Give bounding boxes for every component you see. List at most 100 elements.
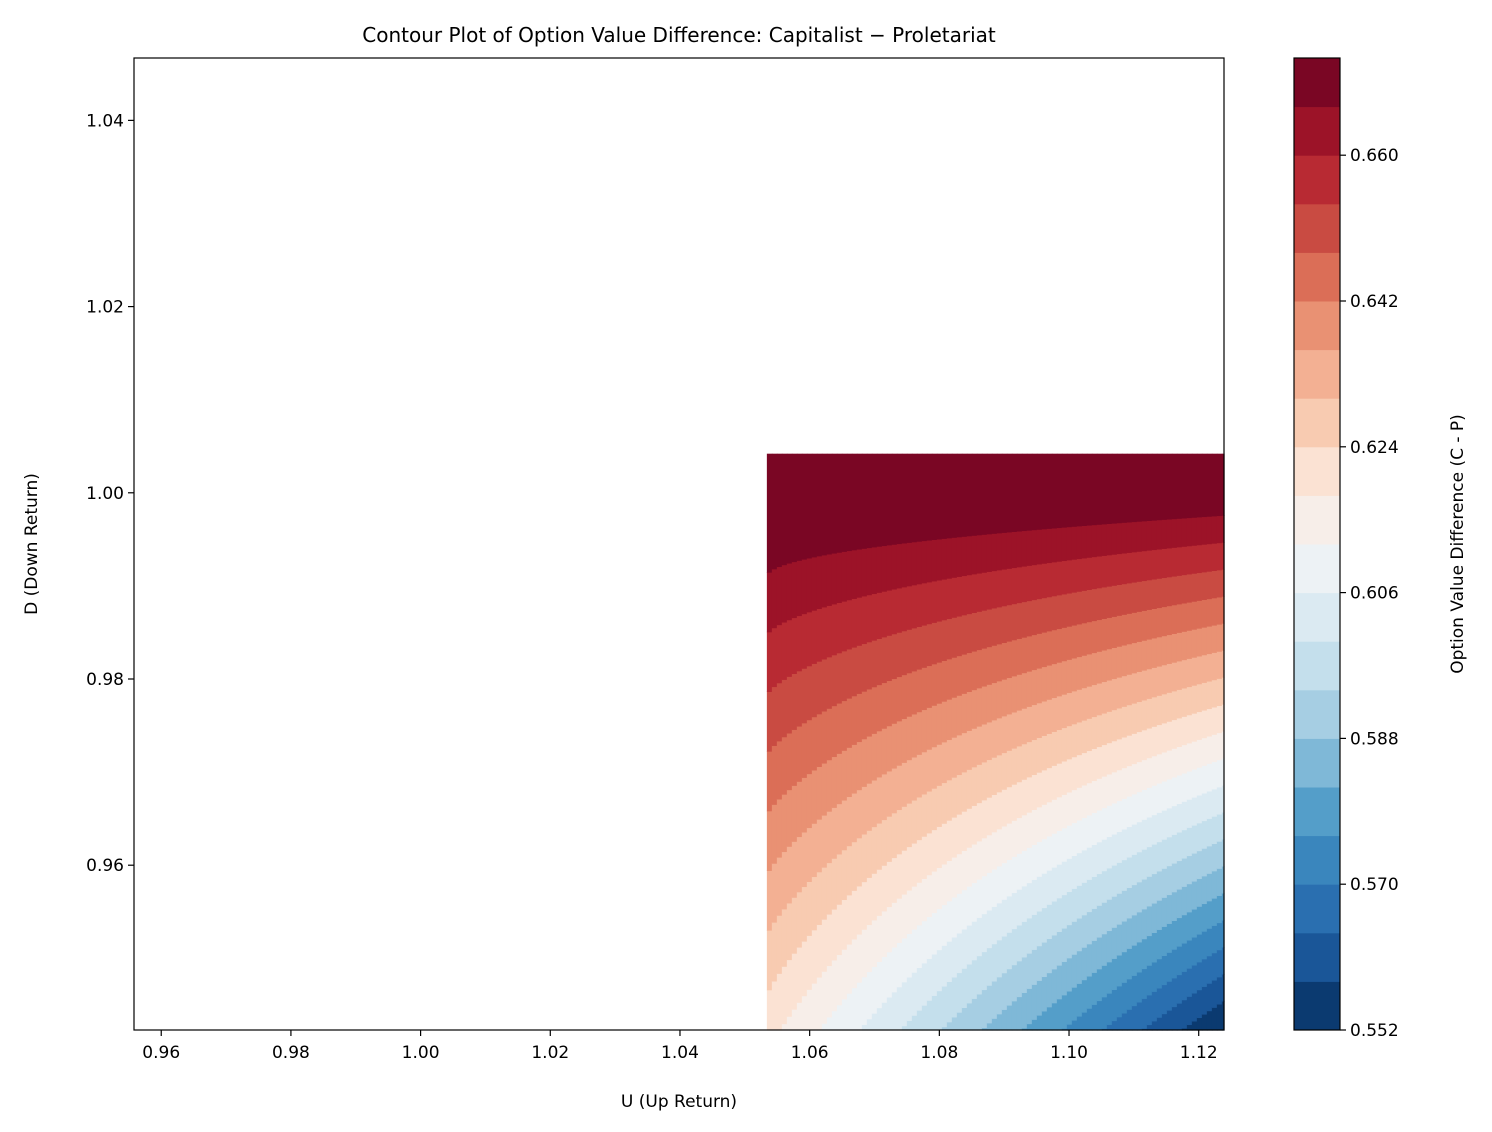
contour-band-17 [1181, 546, 1188, 576]
contour-band-15 [946, 658, 953, 700]
contour-band-4 [1141, 938, 1148, 970]
contour-band-6 [976, 993, 983, 1031]
contour-band-7 [1181, 829, 1188, 859]
contour-band-11 [981, 799, 988, 839]
contour-band-13 [1076, 689, 1083, 723]
contour-band-13 [1046, 699, 1053, 734]
contour-band-6 [1031, 949, 1038, 985]
contour-band-17 [871, 593, 878, 641]
contour-band-19 [846, 453, 853, 552]
contour-band-3 [1096, 1000, 1103, 1031]
contour-band-10 [1091, 780, 1098, 814]
contour-band-12 [1191, 685, 1198, 714]
contour-band-18 [896, 543, 903, 589]
contour-band-12 [776, 915, 783, 974]
contour-band-18 [1026, 530, 1033, 566]
contour-band-7 [1166, 836, 1173, 867]
contour-band-10 [1146, 757, 1153, 788]
contour-band-2 [1216, 949, 1223, 978]
contour-band-17 [901, 586, 908, 632]
contour-band-2 [1106, 1024, 1113, 1031]
contour-band-13 [926, 749, 933, 792]
contour-band-14 [1221, 623, 1225, 651]
contour-band-8 [981, 913, 988, 953]
contour-band-10 [901, 893, 908, 939]
contour-band-14 [1081, 655, 1088, 689]
contour-band-14 [1106, 648, 1113, 681]
contour-band-18 [961, 536, 968, 577]
contour-band-14 [806, 773, 813, 829]
contour-band-18 [871, 546, 878, 595]
contour-band-6 [1121, 890, 1128, 922]
contour-band-13 [1031, 704, 1038, 741]
contour-band-10 [1066, 791, 1073, 826]
x-tick-label: 1.08 [920, 1043, 958, 1063]
contour-band-6 [1111, 896, 1118, 928]
contour-band-13 [1171, 662, 1178, 692]
contour-band-16 [981, 610, 988, 649]
contour-band-14 [816, 766, 823, 820]
contour-band-18 [966, 535, 973, 576]
colorbar-swatch-1 [1294, 932, 1340, 982]
contour-band-17 [876, 592, 883, 639]
contour-band-10 [1081, 784, 1088, 818]
contour-band-13 [1021, 708, 1028, 745]
contour-band-10 [1136, 761, 1143, 793]
contour-band-7 [1121, 859, 1128, 891]
contour-band-10 [846, 943, 853, 994]
y-tick-label: 1.04 [86, 111, 124, 131]
contour-band-9 [851, 987, 858, 1031]
contour-band-12 [1181, 687, 1188, 717]
contour-band-7 [1086, 879, 1093, 913]
contour-band-16 [1126, 582, 1133, 614]
contour-band-10 [971, 843, 978, 884]
contour-band-16 [1031, 599, 1038, 636]
contour-band-3 [1076, 1015, 1083, 1031]
contour-band-7 [921, 1005, 928, 1031]
contour-band-9 [1016, 853, 1023, 890]
contour-band-14 [1101, 649, 1108, 683]
contour-band-17 [941, 578, 948, 621]
y-axis-label: D (Down Return) [22, 473, 42, 615]
colorbar-swatch-8 [1294, 592, 1340, 642]
contour-band-12 [901, 806, 908, 851]
contour-band-16 [1061, 593, 1068, 628]
contour-band-12 [1051, 731, 1058, 766]
contour-band-18 [991, 533, 998, 572]
contour-band-19 [1126, 453, 1133, 523]
contour-band-15 [1131, 612, 1138, 644]
contour-band-15 [1151, 608, 1158, 639]
contour-band-15 [1071, 624, 1078, 659]
contour-band-17 [936, 579, 943, 622]
contour-band-9 [891, 946, 898, 993]
contour-band-13 [801, 831, 808, 888]
contour-band-12 [1026, 741, 1033, 778]
contour-band-10 [821, 971, 828, 1024]
contour-band-13 [961, 732, 968, 773]
contour-band-16 [816, 661, 823, 715]
contour-band-12 [851, 841, 858, 891]
contour-band-3 [1156, 958, 1163, 989]
contour-band-11 [1036, 772, 1043, 808]
contour-band-12 [876, 822, 883, 870]
contour-band-1 [1186, 996, 1193, 1026]
contour-band-19 [986, 453, 993, 535]
contour-band-17 [1201, 544, 1208, 573]
contour-band-17 [921, 582, 928, 626]
contour-band-18 [851, 549, 858, 599]
contour-band-11 [956, 814, 963, 855]
contour-band-11 [971, 805, 978, 845]
contour-band-10 [1041, 804, 1048, 840]
contour-band-17 [1196, 544, 1203, 574]
contour-band-4 [1201, 903, 1208, 932]
contour-band-8 [1131, 824, 1138, 855]
contour-band-16 [831, 654, 838, 707]
contour-band-15 [1101, 618, 1108, 651]
contour-band-17 [1151, 549, 1158, 580]
contour-band-7 [1211, 816, 1218, 845]
contour-band-15 [1026, 635, 1033, 672]
contour-band-12 [1106, 711, 1113, 744]
contour-band-15 [1061, 627, 1068, 662]
contour-band-8 [966, 924, 973, 965]
contour-band-8 [1061, 861, 1068, 896]
